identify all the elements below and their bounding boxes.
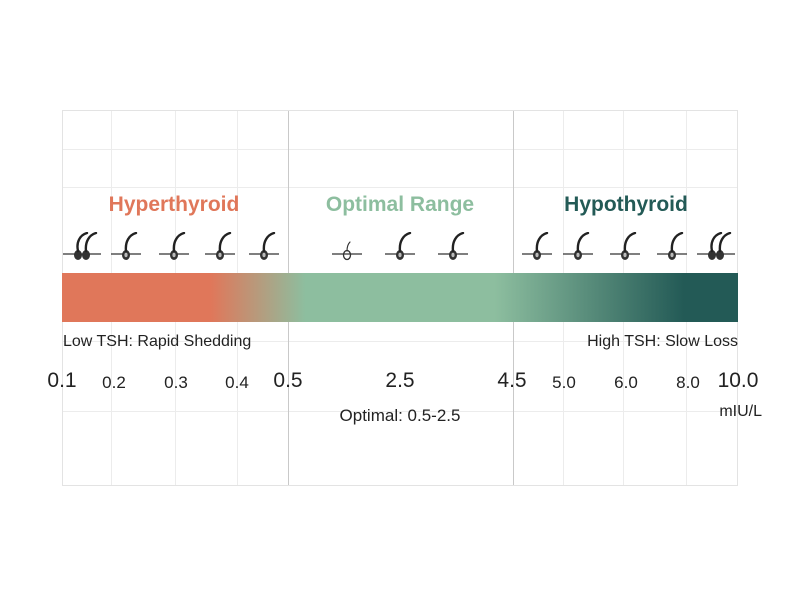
hair-follicle-icon [249, 232, 279, 264]
tick-label: 0.3 [164, 373, 188, 392]
hypothyroid-title: Hypothyroid [564, 193, 688, 216]
double-hair-follicle-icon [63, 232, 101, 260]
hair-follicle-icon [205, 232, 235, 264]
hair-follicle-icon [159, 232, 189, 264]
tick-label: 4.5 [497, 369, 527, 392]
tick-label: 6.0 [614, 373, 638, 392]
double-hair-follicle-icon [697, 232, 735, 260]
tick-label: 0.2 [102, 373, 126, 392]
grid-line [63, 411, 737, 412]
optimal-range-title: Optimal Range [325, 193, 475, 216]
tsh-gradient-bar [62, 273, 738, 322]
hair-follicle-icon [111, 232, 141, 264]
tick-label: 2.5 [385, 369, 415, 392]
high-tsh-label: High TSH: Slow Loss [587, 333, 738, 350]
hair-follicle-icon [563, 232, 593, 264]
grid-line [63, 187, 737, 188]
low-tsh-label: Low TSH: Rapid Shedding [63, 333, 252, 350]
grid-line [63, 149, 737, 150]
hair-follicle-icon [438, 232, 468, 264]
tick-label: 0.4 [225, 373, 249, 392]
grid-line [63, 341, 737, 342]
hair-follicle-icon [385, 232, 415, 264]
optimal-range-note: Optimal: 0.5-2.5 [339, 406, 461, 425]
hair-follicle-icon [657, 232, 687, 264]
hair-follicle-icon [522, 232, 552, 264]
tick-label: 0.5 [273, 369, 303, 392]
tick-label: 8.0 [676, 373, 700, 392]
unit-label: mIU/L [719, 403, 762, 420]
hair-follicle-icon [610, 232, 640, 264]
tick-label: 0.1 [47, 369, 77, 392]
tick-label: 5.0 [552, 373, 576, 392]
thin-hair-follicle-icon [332, 232, 362, 264]
hyperthyroid-title: Hyperthyroid [108, 193, 240, 216]
tick-label: 10.0 [717, 369, 759, 392]
